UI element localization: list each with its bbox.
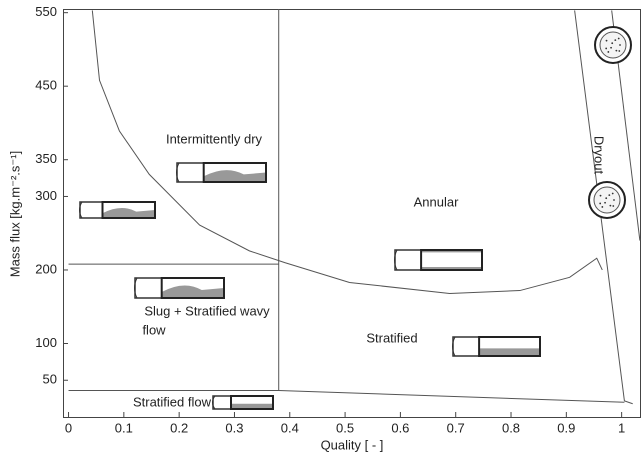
pipe-liquid	[421, 250, 482, 270]
x-tick-label: 0	[65, 420, 72, 435]
y-tick-label: 200	[35, 261, 57, 276]
pipe-wall	[478, 336, 542, 357]
y-tick-label: 300	[35, 188, 57, 203]
droplet	[613, 199, 615, 201]
droplet	[610, 46, 612, 49]
region-label: Stratified	[366, 330, 417, 345]
x-tick-label: 0.1	[115, 420, 133, 435]
x-tick-label: 0.6	[391, 420, 409, 435]
pipe-icon	[394, 249, 484, 271]
pipe-wall	[230, 395, 274, 410]
region-label: flow	[142, 322, 166, 337]
pipe-liquid	[203, 170, 266, 182]
pipe-liquid	[161, 285, 224, 298]
region-label: Dryout	[592, 136, 607, 175]
pipe-wall	[160, 277, 225, 299]
droplet	[617, 37, 620, 40]
droplet	[611, 192, 614, 195]
pipe-icon	[134, 277, 225, 299]
region-label: Stratified flow	[133, 394, 212, 409]
y-tick-label: 450	[35, 78, 57, 93]
y-axis-label: Mass flux [kg.m⁻².s⁻¹]	[7, 151, 22, 277]
boundary-line	[91, 10, 603, 294]
droplet	[618, 50, 621, 52]
pipe-cut	[134, 277, 138, 299]
x-tick-label: 0.9	[557, 420, 575, 435]
x-tick-label: 0.5	[336, 420, 354, 435]
pipe-wall	[101, 201, 156, 219]
y-tick-label: 50	[43, 372, 57, 387]
y-tick-label: 350	[35, 151, 57, 166]
pipe-icon	[79, 201, 156, 219]
tube-inner	[599, 31, 627, 59]
droplet	[599, 202, 602, 205]
x-tick-label: 0.7	[447, 420, 465, 435]
x-tick-label: 1	[618, 420, 625, 435]
pipe-liquid	[102, 207, 155, 218]
x-tick-label: 0.4	[281, 420, 299, 435]
pipe-cut	[394, 249, 398, 271]
tube-inner	[593, 186, 621, 214]
region-label: Slug + Stratified wavy	[144, 303, 270, 318]
x-axis-label: Quality [ - ]	[321, 437, 384, 452]
pipe-icon	[452, 336, 542, 357]
pipe-icon	[176, 162, 267, 183]
pipe-cut	[176, 162, 180, 183]
y-tick-label: 100	[35, 335, 57, 350]
droplet	[608, 194, 611, 197]
droplet	[615, 49, 618, 52]
region-label: Annular	[414, 194, 459, 209]
droplet	[604, 201, 606, 204]
pipe-liquid	[231, 403, 273, 409]
x-tick-label: 0.3	[225, 420, 243, 435]
pipe-wall	[420, 249, 484, 271]
droplet	[619, 44, 621, 46]
boundary-line	[574, 10, 633, 405]
droplet	[601, 206, 604, 208]
pipe-liquid	[479, 348, 540, 356]
droplet	[607, 51, 610, 53]
pipe-cut	[79, 201, 83, 219]
droplet	[605, 47, 608, 50]
boundary-line	[68, 390, 625, 403]
region-label: Intermittently dry	[166, 131, 263, 146]
droplet	[605, 39, 608, 42]
pipe-wall	[202, 162, 267, 183]
pipe-cut	[212, 395, 216, 410]
pipe-icon	[212, 395, 274, 410]
droplet	[612, 205, 615, 207]
x-tick-label: 0.2	[170, 420, 188, 435]
x-tick-label: 0.8	[502, 420, 520, 435]
droplet	[611, 42, 614, 45]
droplet	[599, 194, 602, 197]
pipe-cut	[452, 336, 456, 357]
y-tick-label: 550	[35, 4, 57, 19]
droplet	[609, 204, 612, 207]
droplet	[614, 39, 617, 42]
droplet	[605, 197, 608, 200]
